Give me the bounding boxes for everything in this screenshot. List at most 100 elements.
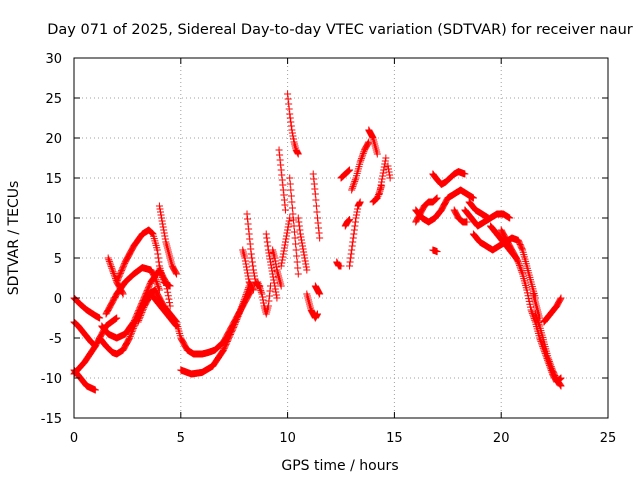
data-point <box>292 240 300 248</box>
data-point <box>283 232 291 240</box>
data-point <box>266 287 274 295</box>
data-point <box>347 250 355 258</box>
data-point <box>269 273 277 281</box>
series-track-4 <box>70 314 121 378</box>
data-point <box>249 286 257 294</box>
data-point <box>528 308 536 316</box>
data-point <box>273 294 281 302</box>
data-point <box>348 242 356 250</box>
data-point <box>523 286 531 294</box>
data-point <box>545 357 553 365</box>
data-point <box>285 220 293 228</box>
series-track-12 <box>173 286 255 358</box>
data-point <box>160 226 168 234</box>
data-point <box>293 258 301 266</box>
data-point <box>437 207 445 215</box>
data-point <box>433 195 441 203</box>
data-point <box>506 214 514 222</box>
data-point <box>275 146 283 154</box>
data-point <box>297 236 305 244</box>
data-point <box>154 281 162 289</box>
data-point <box>356 158 364 166</box>
series-track-29 <box>346 198 364 270</box>
data-point <box>288 198 296 206</box>
data-point <box>109 268 117 276</box>
data-point <box>278 256 286 264</box>
data-point <box>285 105 293 113</box>
data-point <box>314 219 322 227</box>
series-track-47 <box>465 198 492 222</box>
data-point <box>143 288 151 296</box>
data-point <box>547 361 555 369</box>
series-track-34 <box>369 182 386 206</box>
y-tick-label: 10 <box>45 212 62 227</box>
data-point <box>159 223 167 231</box>
data-point <box>301 254 309 262</box>
data-point <box>250 269 258 277</box>
data-point <box>432 195 440 203</box>
data-point <box>514 257 522 265</box>
data-point <box>243 289 251 297</box>
data-point <box>146 281 154 289</box>
data-point <box>379 172 387 180</box>
data-point <box>230 323 238 331</box>
data-point <box>526 300 534 308</box>
data-point <box>280 244 288 252</box>
data-point <box>359 151 367 159</box>
data-point <box>385 168 393 176</box>
data-point <box>267 258 275 266</box>
data-point <box>156 205 164 213</box>
data-point <box>376 185 384 193</box>
data-point <box>96 314 104 322</box>
data-point <box>297 233 305 241</box>
data-point <box>364 139 372 147</box>
data-point <box>240 297 248 305</box>
data-point <box>155 284 163 292</box>
series-track-11 <box>155 202 181 278</box>
data-point <box>280 191 288 199</box>
data-point <box>516 261 524 269</box>
series-track-27 <box>333 258 345 270</box>
data-point <box>376 187 384 195</box>
data-point <box>256 283 264 291</box>
data-point <box>344 217 352 225</box>
data-point <box>348 246 356 254</box>
data-point <box>303 266 311 274</box>
data-point <box>151 274 159 282</box>
y-axis-label: SDTVAR / TECUs <box>6 181 22 296</box>
data-point <box>285 100 293 108</box>
x-tick-label: 0 <box>70 431 78 446</box>
data-point <box>294 270 302 278</box>
data-point <box>352 214 360 222</box>
data-point <box>287 118 295 126</box>
data-point <box>173 270 181 278</box>
data-point <box>241 257 249 265</box>
data-point <box>137 310 145 318</box>
data-point <box>380 166 388 174</box>
data-point <box>315 289 323 297</box>
data-point <box>265 292 273 300</box>
data-point <box>277 161 285 169</box>
data-point <box>243 210 251 218</box>
series-track-25 <box>309 170 324 242</box>
data-point <box>144 284 152 292</box>
data-point <box>278 259 286 267</box>
data-point <box>271 285 279 293</box>
series-track-3 <box>70 294 104 322</box>
data-points <box>70 90 565 394</box>
data-point <box>129 320 137 328</box>
data-point <box>164 288 172 296</box>
data-point <box>346 258 354 266</box>
data-point <box>310 175 318 183</box>
data-point <box>155 202 163 210</box>
data-point <box>286 114 294 122</box>
data-point <box>285 217 293 225</box>
data-point <box>556 381 564 389</box>
series-track-32 <box>365 126 381 158</box>
data-point <box>523 289 531 297</box>
chart-title: Day 071 of 2025, Sidereal Day-to-day VTE… <box>47 22 633 38</box>
data-point <box>511 253 519 261</box>
data-point <box>230 322 238 330</box>
data-point <box>250 272 258 280</box>
data-point <box>311 185 319 193</box>
